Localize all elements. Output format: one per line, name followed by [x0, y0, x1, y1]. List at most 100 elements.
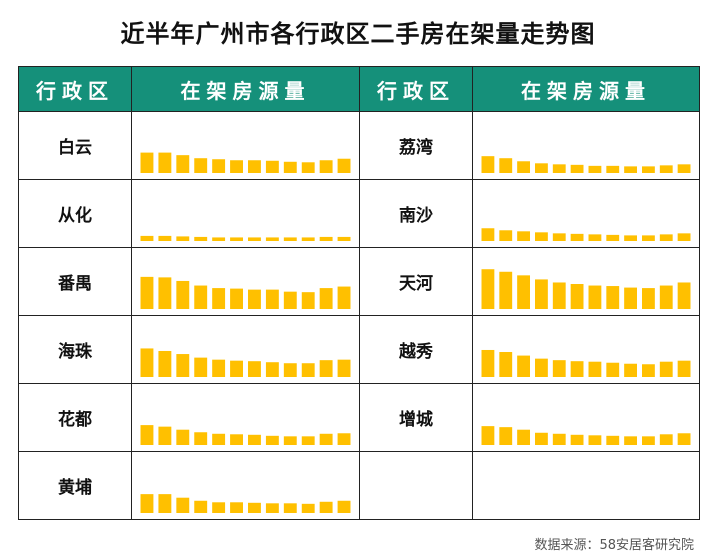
- bar: [140, 348, 154, 377]
- district-rows: 白云 荔湾 从化 南沙 番禺 天河 海珠 越秀 花都 增城 黄埔: [18, 111, 700, 520]
- district-bar-chart: [131, 383, 360, 452]
- header-chart-left: 在架房源量: [131, 66, 360, 112]
- bar: [624, 166, 637, 173]
- bar: [624, 287, 637, 309]
- bar: [140, 494, 154, 513]
- district-row: 海珠 越秀: [18, 315, 700, 384]
- district-name: 增城: [359, 383, 473, 452]
- district-bar-chart: [472, 111, 700, 180]
- bar: [194, 500, 208, 513]
- bar: [642, 288, 655, 309]
- bar-chart-svg: [140, 235, 351, 241]
- bar: [301, 436, 315, 445]
- bar: [535, 432, 548, 445]
- bar: [301, 503, 315, 513]
- district-row: 花都 增城: [18, 383, 700, 452]
- bar: [230, 434, 243, 445]
- bar: [265, 362, 279, 377]
- district-bar-chart: [131, 451, 360, 520]
- bar: [230, 360, 243, 377]
- district-row: 黄埔: [18, 451, 700, 520]
- bar: [212, 359, 226, 377]
- bar: [535, 279, 548, 309]
- bar: [140, 276, 154, 309]
- bar-chart-svg: [140, 152, 351, 173]
- district-bar-chart: [472, 315, 700, 384]
- district-bar-chart: [131, 247, 360, 316]
- bar-chart-svg: [140, 276, 351, 309]
- header-district-right: 行政区: [359, 66, 473, 112]
- bar: [158, 277, 172, 309]
- bar: [499, 158, 513, 173]
- bar: [481, 349, 495, 377]
- bar: [552, 360, 566, 377]
- bar-chart-svg: [481, 349, 691, 377]
- bar: [659, 361, 673, 377]
- bar: [659, 434, 673, 445]
- bar: [194, 285, 208, 309]
- bar: [570, 361, 584, 377]
- bar: [140, 425, 154, 445]
- bar: [552, 433, 566, 445]
- bar: [624, 363, 637, 377]
- bar: [301, 237, 315, 241]
- bar: [212, 288, 226, 309]
- district-bar-chart: [131, 315, 360, 384]
- district-name: 黄埔: [18, 451, 132, 520]
- bar: [588, 361, 602, 377]
- bar: [319, 360, 333, 377]
- bar: [337, 286, 351, 309]
- district-bar-chart: [472, 383, 700, 452]
- bar: [194, 236, 208, 241]
- empty-chart-cell: [472, 451, 700, 520]
- bar: [158, 350, 172, 377]
- bar: [517, 429, 530, 445]
- bar: [176, 497, 190, 513]
- bar: [194, 357, 208, 377]
- bar: [212, 159, 226, 173]
- district-name: 越秀: [359, 315, 473, 384]
- bar: [230, 502, 243, 513]
- bar: [212, 502, 226, 513]
- bar: [248, 434, 261, 445]
- bar: [677, 164, 691, 173]
- bar: [588, 165, 602, 173]
- bar: [176, 236, 190, 241]
- bar: [517, 231, 530, 241]
- bar: [499, 352, 513, 377]
- bar: [301, 363, 315, 377]
- bar: [265, 237, 279, 241]
- bar: [624, 436, 637, 445]
- bar: [140, 235, 154, 241]
- bar: [481, 269, 495, 309]
- header-row: 行政区 在架房源量 行政区 在架房源量: [18, 66, 700, 112]
- district-name: 南沙: [359, 179, 473, 248]
- district-name: 从化: [18, 179, 132, 248]
- district-bar-chart: [472, 179, 700, 248]
- bar: [319, 433, 333, 445]
- bar: [677, 233, 691, 241]
- bar: [248, 502, 261, 513]
- bar: [283, 503, 297, 513]
- bar: [659, 234, 673, 241]
- bar: [677, 360, 691, 377]
- empty-cell: [359, 451, 473, 520]
- header-district-left: 行政区: [18, 66, 132, 112]
- bar: [588, 285, 602, 309]
- bar: [481, 156, 495, 173]
- header-chart-right: 在架房源量: [472, 66, 700, 112]
- bar: [212, 237, 226, 241]
- bar: [301, 292, 315, 309]
- bar: [158, 494, 172, 513]
- bar: [481, 426, 495, 445]
- district-table: 行政区 在架房源量 行政区 在架房源量 白云 荔湾 从化 南沙 番禺 天河 海珠 越秀 花都 增城…: [18, 66, 700, 520]
- bar: [265, 160, 279, 173]
- bar: [570, 233, 584, 241]
- bar: [606, 234, 620, 241]
- bar: [570, 284, 584, 309]
- bar: [176, 280, 190, 309]
- bar: [265, 435, 279, 445]
- bar: [642, 235, 655, 241]
- bar: [606, 362, 620, 377]
- bar: [552, 233, 566, 241]
